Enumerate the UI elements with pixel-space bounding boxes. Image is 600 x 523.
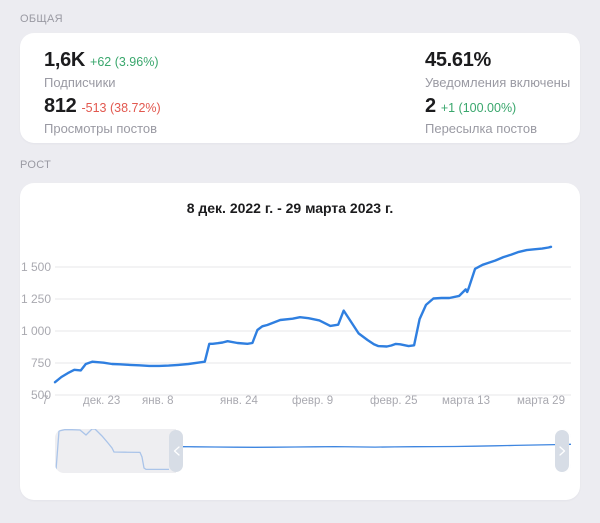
svg-text:1 250: 1 250 bbox=[21, 292, 51, 306]
svg-text:дек. 23: дек. 23 bbox=[83, 395, 120, 407]
svg-text:1 500: 1 500 bbox=[21, 260, 51, 274]
svg-text:750: 750 bbox=[31, 356, 51, 370]
svg-text:февр. 9: февр. 9 bbox=[292, 395, 333, 407]
svg-text:марта 29: марта 29 bbox=[517, 395, 565, 407]
svg-text:марта 13: марта 13 bbox=[442, 395, 490, 407]
svg-text:февр. 25: февр. 25 bbox=[370, 395, 418, 407]
svg-text:янв. 8: янв. 8 bbox=[142, 395, 173, 407]
svg-text:1 000: 1 000 bbox=[21, 324, 51, 338]
svg-text:янв. 24: янв. 24 bbox=[220, 395, 258, 407]
svg-text:7: 7 bbox=[42, 395, 48, 407]
